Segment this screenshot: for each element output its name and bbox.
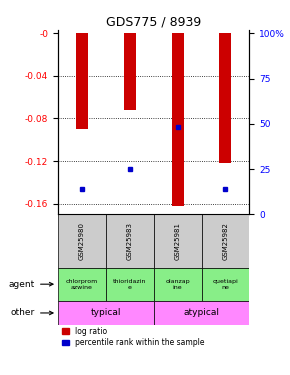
Text: agent: agent [9,280,53,289]
Bar [106,214,154,268]
Bar [58,301,154,325]
Text: GSM25980: GSM25980 [79,222,85,260]
Title: GDS775 / 8939: GDS775 / 8939 [106,16,201,29]
Bar [220,33,231,163]
Text: GSM25981: GSM25981 [175,222,181,260]
Bar [106,268,154,301]
Legend: log ratio, percentile rank within the sample: log ratio, percentile rank within the sa… [62,327,204,347]
Text: olanzap
ine: olanzap ine [165,279,190,290]
Text: atypical: atypical [184,309,220,318]
Bar [154,214,202,268]
Bar [154,301,249,325]
Bar [202,214,249,268]
Bar [58,214,106,268]
Text: GSM25982: GSM25982 [222,222,229,260]
Bar [154,268,202,301]
Text: typical: typical [90,309,121,318]
Text: thioridazin
e: thioridazin e [113,279,146,290]
Bar [202,268,249,301]
Text: other: other [11,309,53,318]
Text: chlorprom
azwine: chlorprom azwine [66,279,98,290]
Bar [172,33,184,206]
Bar [76,33,88,129]
Text: quetiapi
ne: quetiapi ne [213,279,238,290]
Text: GSM25983: GSM25983 [127,222,133,260]
Bar [58,268,106,301]
Bar [124,33,136,110]
